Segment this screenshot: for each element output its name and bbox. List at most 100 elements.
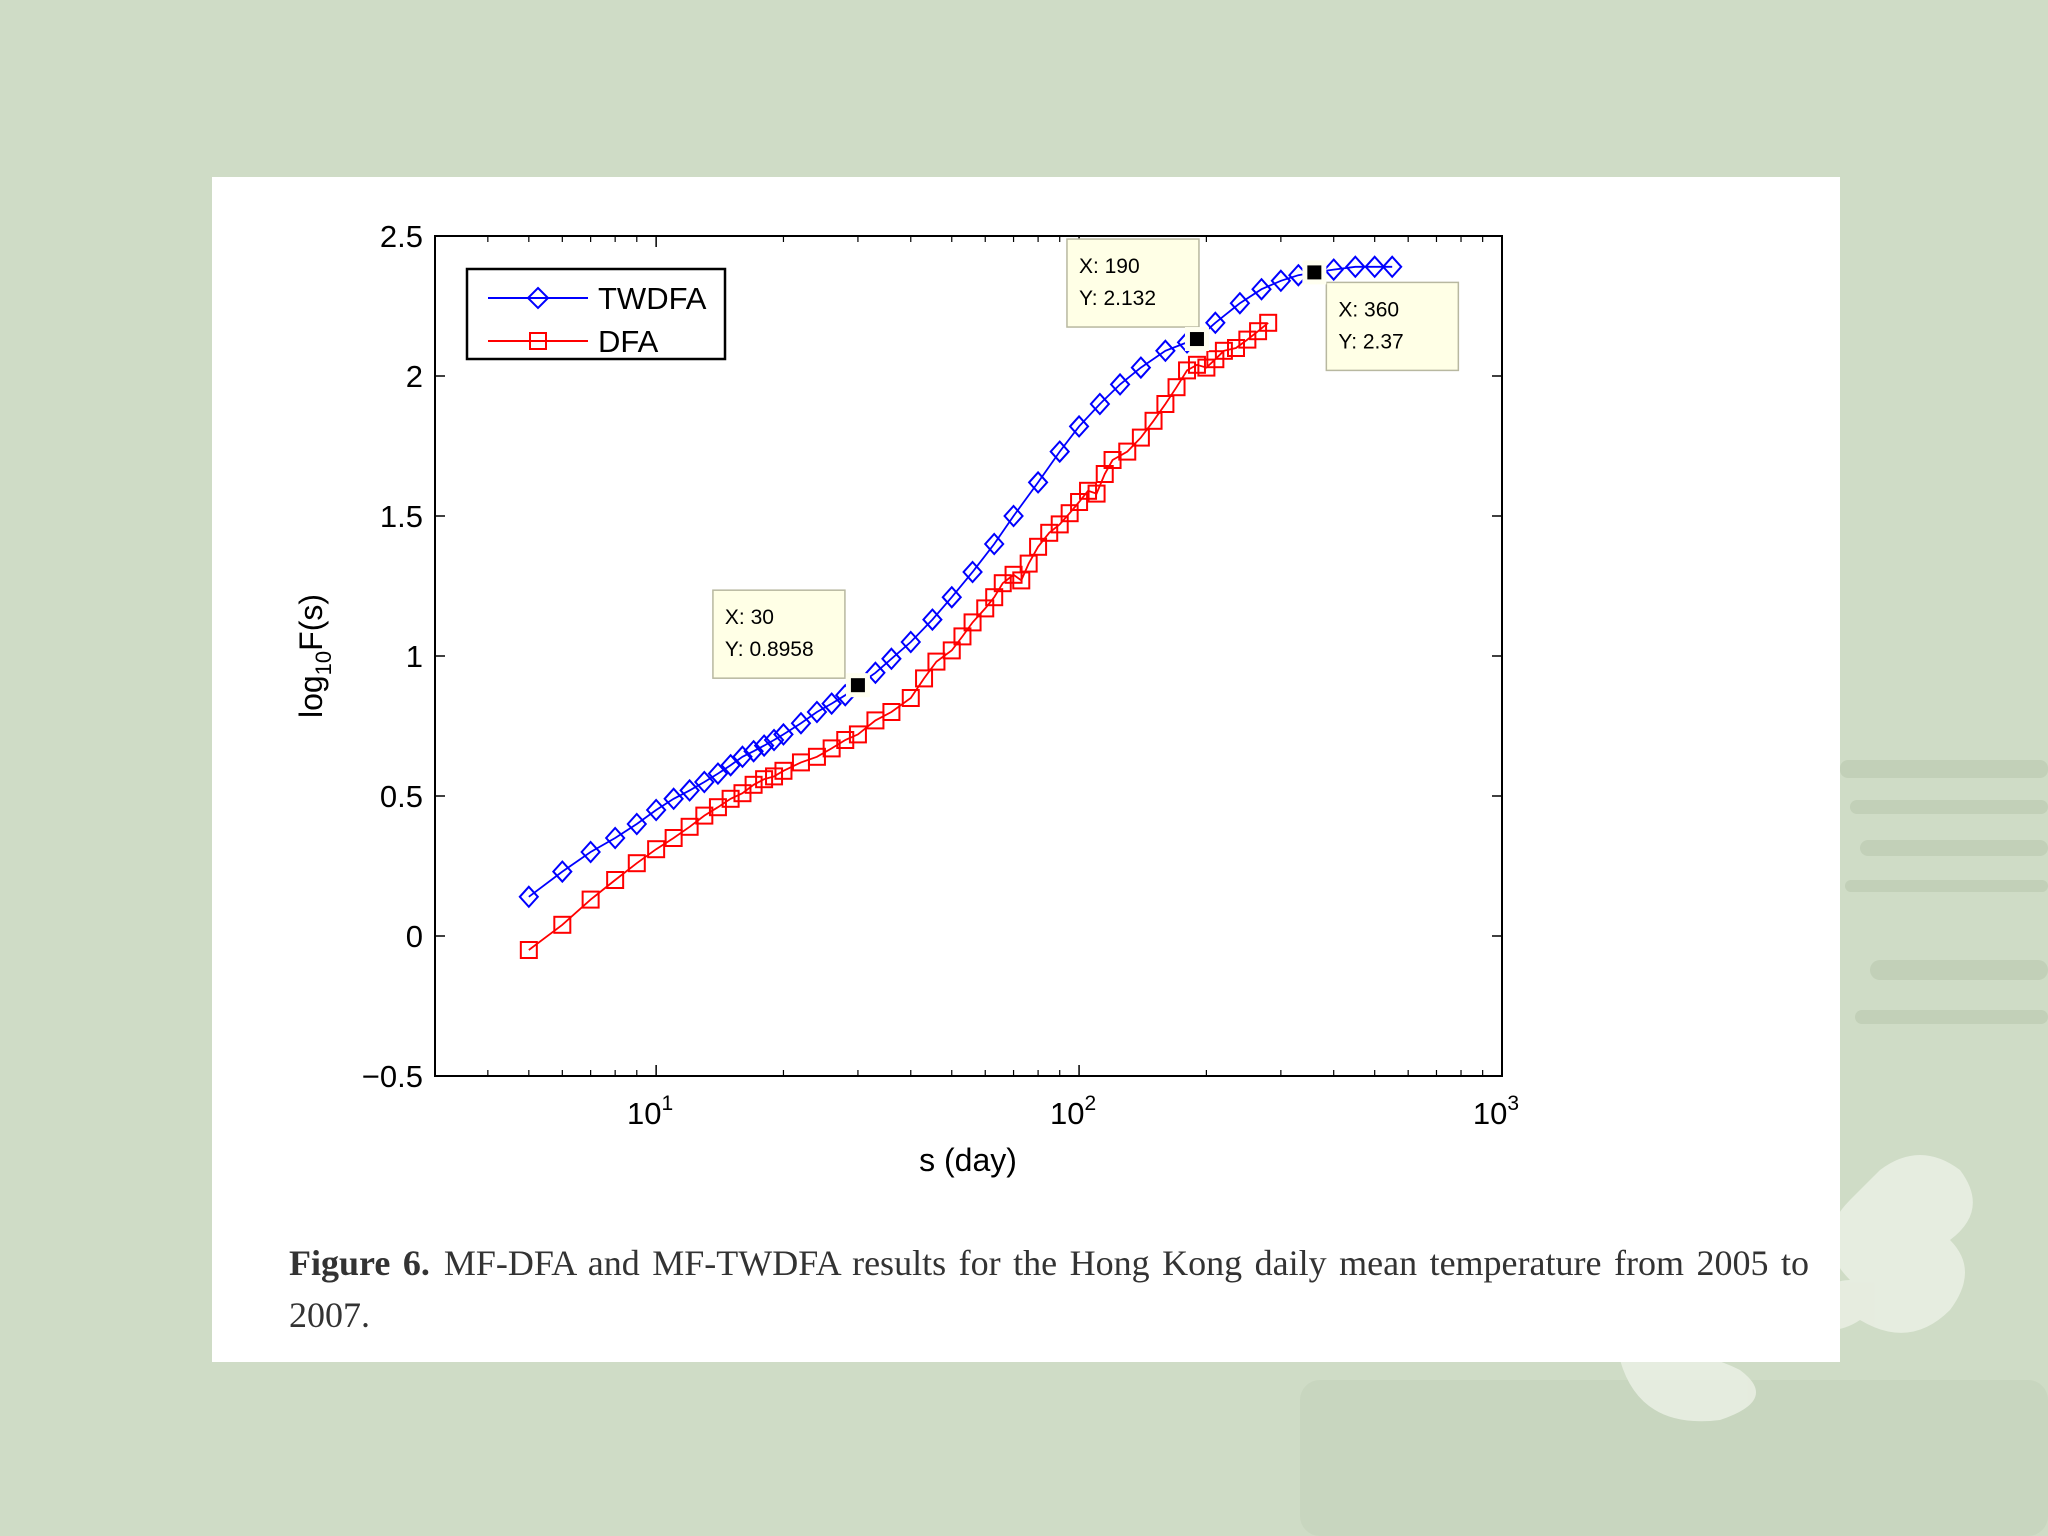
dfa-point — [627, 854, 646, 873]
dfa-point — [755, 770, 774, 789]
twdfa-point — [604, 826, 626, 850]
twdfa-point — [865, 661, 886, 685]
twdfa-point — [900, 630, 922, 654]
datatip-marker — [1189, 332, 1204, 347]
y-tick-label: 2 — [406, 359, 423, 394]
legend-box — [465, 267, 727, 361]
twdfa-point — [693, 770, 715, 794]
dfa-point — [963, 613, 982, 632]
dfa-point — [836, 731, 855, 749]
dfa-point — [680, 817, 699, 836]
twdfa-point — [1003, 504, 1024, 528]
ticks-layer: −0.5 0 0.5 1 1.5 2 2.5 101 102 103 — [362, 219, 1519, 1131]
dfa-point — [1060, 504, 1079, 523]
dfa-point — [647, 840, 666, 859]
dfa-point — [915, 669, 934, 688]
twdfa-point — [763, 728, 785, 752]
twdfa-point — [580, 840, 601, 864]
legend-twdfa-marker — [526, 286, 550, 310]
twdfa-point — [821, 692, 842, 716]
twdfa-point — [732, 745, 753, 769]
plot-frame — [434, 235, 1503, 1077]
twdfa-point — [1109, 372, 1131, 396]
twdfa-point — [551, 860, 573, 884]
legend-dfa-marker — [529, 332, 547, 350]
twdfa-point — [753, 734, 775, 758]
dfa-point — [774, 761, 793, 780]
dfa-point — [1131, 428, 1150, 447]
dfa-point — [744, 775, 763, 794]
y-tick-label: 1 — [406, 639, 423, 674]
y-tick-label: 1.5 — [380, 499, 423, 534]
twdfa-point — [881, 647, 902, 671]
dfa-point — [1019, 554, 1038, 573]
datatip-x-label: X: 190 — [1079, 255, 1140, 278]
legend-dfa-label: DFA — [598, 324, 659, 359]
twdfa-point — [1049, 440, 1071, 464]
dfa-point — [765, 767, 784, 786]
dfa-point — [927, 652, 946, 671]
datatip-x-label: X: 360 — [1338, 298, 1399, 321]
y-tick-label: −0.5 — [362, 1059, 423, 1094]
twdfa-point — [743, 739, 764, 763]
twdfa-point — [806, 700, 828, 724]
twdfa-point — [1068, 414, 1090, 438]
twdfa-point — [1381, 255, 1403, 279]
datatip-x-label: X: 30 — [725, 606, 774, 629]
twdfa-point — [983, 532, 1005, 556]
dfa-point — [664, 829, 683, 847]
twdfa-point — [626, 812, 648, 836]
datatip-y-label: Y: 0.8958 — [725, 638, 814, 661]
twdfa-point — [1344, 255, 1366, 279]
dfa-point — [848, 725, 867, 744]
twdfa-point — [1027, 470, 1049, 494]
twdfa-point — [962, 560, 983, 584]
dfa-point — [519, 941, 538, 959]
twdfa-point — [645, 798, 667, 822]
dfa-point — [1214, 341, 1233, 360]
y-tick-label: 0 — [406, 919, 423, 954]
dfa-point — [1144, 411, 1163, 430]
twdfa-point — [790, 711, 812, 735]
dfa-point — [721, 789, 740, 808]
datatip-y-label: Y: 2.132 — [1079, 287, 1156, 310]
caption-text: MF-DFA and MF-TWDFA results for the Hong… — [289, 1243, 1809, 1335]
twdfa-point — [663, 787, 684, 811]
x-tick-label: 101 — [627, 1092, 673, 1131]
datatip-box — [712, 589, 846, 679]
dfa-point — [1050, 515, 1069, 534]
dfa-point — [553, 915, 572, 934]
dfa-point — [901, 689, 920, 707]
datatip-y-label: Y: 2.37 — [1338, 330, 1403, 353]
figure-caption: Figure 6. MF-DFA and MF-TWDFA results for… — [289, 1237, 1809, 1341]
caption-label: Figure 6. — [289, 1243, 430, 1283]
y-axis-label: log10F(s) — [293, 594, 336, 718]
twdfa-point — [679, 778, 700, 802]
series-line-twdfa — [528, 265, 1393, 898]
dfa-point — [581, 890, 600, 909]
twdfa-point — [518, 885, 540, 909]
twdfa-point — [941, 585, 963, 609]
datatip-marker — [1307, 265, 1322, 280]
datatip-box — [1066, 238, 1200, 328]
x-axis-label: s (day) — [919, 1142, 1017, 1178]
chart: −0.5 0 0.5 1 1.5 2 2.5 101 102 103 X: 30 Y: 0.8958… — [293, 219, 1519, 1178]
dfa-point — [942, 641, 961, 660]
datatip-marker — [850, 678, 865, 693]
dfa-point — [1087, 484, 1106, 503]
dfa-point — [1178, 361, 1197, 380]
twdfa-point — [922, 608, 943, 632]
dfa-point — [606, 871, 625, 889]
twdfa-point — [1155, 339, 1176, 363]
annotations-layer: X: 30 Y: 0.8958 X: 190 Y: 2.132 X: 360 Y: 2.3… — [712, 238, 1460, 698]
legend-twdfa-label: TWDFA — [598, 281, 707, 316]
series-layer — [518, 255, 1403, 959]
twdfa-point — [1205, 311, 1226, 335]
dfa-point — [1029, 537, 1048, 556]
twdfa-point — [1229, 291, 1251, 315]
twdfa-point — [1323, 258, 1345, 282]
dfa-point — [1118, 442, 1137, 461]
twdfa-point — [720, 753, 741, 777]
x-tick-label: 103 — [1473, 1092, 1519, 1131]
